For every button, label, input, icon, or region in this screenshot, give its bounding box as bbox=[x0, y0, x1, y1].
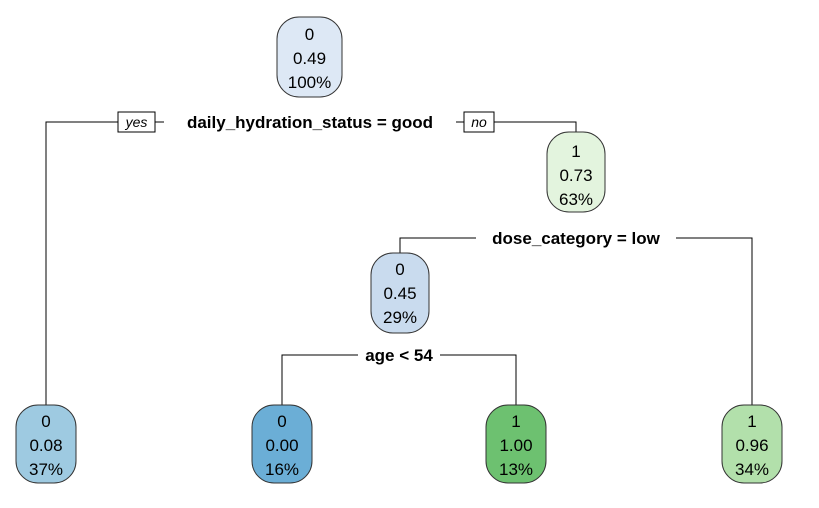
node-leaf2-prob: 0.00 bbox=[265, 436, 298, 455]
node-middle-class: 0 bbox=[395, 260, 404, 279]
no-label: no bbox=[463, 111, 495, 133]
node-leaf4: 1 0.96 34% bbox=[721, 404, 783, 484]
node-leaf4-box bbox=[721, 404, 783, 484]
yes-label: yes bbox=[117, 111, 156, 133]
node-leaf1-box bbox=[15, 404, 77, 484]
node-leaf1-pct: 37% bbox=[29, 460, 63, 479]
node-root-prob: 0.49 bbox=[293, 49, 326, 68]
edge-right-to-leaf4 bbox=[676, 237, 753, 405]
edge-root-to-right bbox=[494, 121, 577, 132]
node-leaf2-box bbox=[251, 404, 313, 484]
node-right-pct: 63% bbox=[559, 190, 593, 209]
edge-root-to-leaf1 bbox=[45, 121, 118, 405]
node-root-pct: 100% bbox=[288, 73, 331, 92]
node-leaf2: 0 0.00 16% bbox=[251, 404, 313, 484]
node-middle-prob: 0.45 bbox=[383, 284, 416, 303]
node-middle-pct: 29% bbox=[383, 308, 417, 327]
node-leaf4-prob: 0.96 bbox=[735, 436, 768, 455]
no-label-box bbox=[463, 111, 495, 133]
node-leaf1-prob: 0.08 bbox=[29, 436, 62, 455]
yes-label-text: yes bbox=[125, 114, 148, 130]
tree-edges bbox=[45, 121, 753, 405]
edge-right-to-middle bbox=[399, 237, 476, 253]
node-leaf2-pct: 16% bbox=[265, 460, 299, 479]
split-label-dose-category: dose_category = low bbox=[492, 229, 660, 248]
node-leaf2-class: 0 bbox=[277, 412, 286, 431]
node-leaf3-pct: 13% bbox=[499, 460, 533, 479]
node-root-class: 0 bbox=[305, 25, 314, 44]
node-leaf3-prob: 1.00 bbox=[499, 436, 532, 455]
no-label-text: no bbox=[471, 114, 487, 130]
split-label-root: daily_hydration_status = good bbox=[187, 113, 433, 132]
node-right-class: 1 bbox=[571, 142, 580, 161]
node-leaf3: 1 1.00 13% bbox=[485, 404, 547, 484]
node-middle-box bbox=[370, 252, 430, 334]
node-leaf3-class: 1 bbox=[511, 412, 520, 431]
node-leaf1: 0 0.08 37% bbox=[15, 404, 77, 484]
yes-label-box bbox=[117, 111, 156, 133]
edge-middle-to-leaf3 bbox=[440, 354, 517, 405]
node-right-prob: 0.73 bbox=[559, 166, 592, 185]
node-root: 0 0.49 100% bbox=[276, 16, 343, 98]
node-right-box bbox=[546, 131, 606, 213]
node-leaf4-class: 1 bbox=[747, 412, 756, 431]
node-root-box bbox=[276, 16, 343, 98]
node-middle: 0 0.45 29% bbox=[370, 252, 430, 334]
node-right: 1 0.73 63% bbox=[546, 131, 606, 213]
split-label-age: age < 54 bbox=[365, 346, 433, 365]
node-leaf3-box bbox=[485, 404, 547, 484]
node-leaf4-pct: 34% bbox=[735, 460, 769, 479]
node-leaf1-class: 0 bbox=[41, 412, 50, 431]
edge-middle-to-leaf2 bbox=[281, 354, 358, 405]
